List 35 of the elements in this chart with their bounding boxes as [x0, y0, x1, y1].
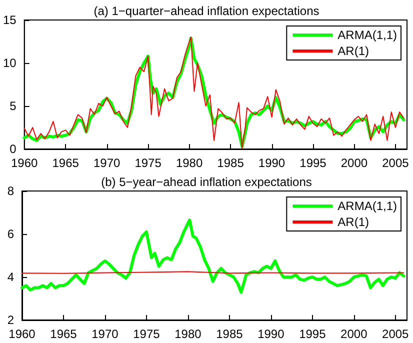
x-tick-label: 1995 [299, 327, 326, 341]
x-tick-label: 1970 [92, 327, 119, 341]
x-tick-label: 1965 [52, 156, 80, 170]
y-tick-label: 6 [7, 227, 14, 241]
x-tick-label: 1995 [300, 156, 327, 170]
legend-label: ARMA(1,1) [338, 199, 398, 213]
legend-label: AR(1) [338, 44, 369, 58]
x-tick-label: 1985 [217, 156, 244, 170]
legend-label: AR(1) [338, 215, 369, 229]
y-tick-label: 15 [2, 13, 17, 27]
x-tick-label: 2005 [382, 156, 410, 170]
legend-label: ARMA(1,1) [338, 28, 398, 42]
x-tick-label: 1980 [176, 156, 203, 170]
x-tick-label: 2000 [340, 327, 368, 341]
y-tick-label: 8 [7, 184, 14, 198]
x-tick-label: 1975 [134, 156, 162, 170]
x-tick-label: 1960 [10, 156, 38, 170]
x-tick-label: 1965 [50, 327, 78, 341]
chart-title: (a) 1−quarter−ahead inflation expectations [94, 4, 320, 18]
x-tick-label: 1990 [258, 327, 285, 341]
x-tick-label: 1960 [8, 327, 36, 341]
y-tick-label: 0 [10, 142, 17, 156]
y-tick-label: 10 [2, 56, 17, 70]
x-tick-label: 1985 [216, 327, 244, 341]
x-tick-label: 2000 [340, 156, 368, 170]
chart-title: (b) 5−year−ahead inflation expectations [101, 175, 312, 189]
y-tick-label: 5 [10, 99, 17, 113]
x-tick-label: 2005 [382, 327, 410, 341]
line-series [20, 218, 406, 294]
x-tick-label: 1990 [258, 156, 286, 170]
y-tick-label: 2 [7, 313, 14, 327]
x-tick-label: 1980 [174, 327, 202, 341]
y-tick-label: 4 [7, 270, 14, 284]
x-tick-label: 1975 [133, 327, 160, 341]
x-tick-label: 1970 [93, 156, 120, 170]
